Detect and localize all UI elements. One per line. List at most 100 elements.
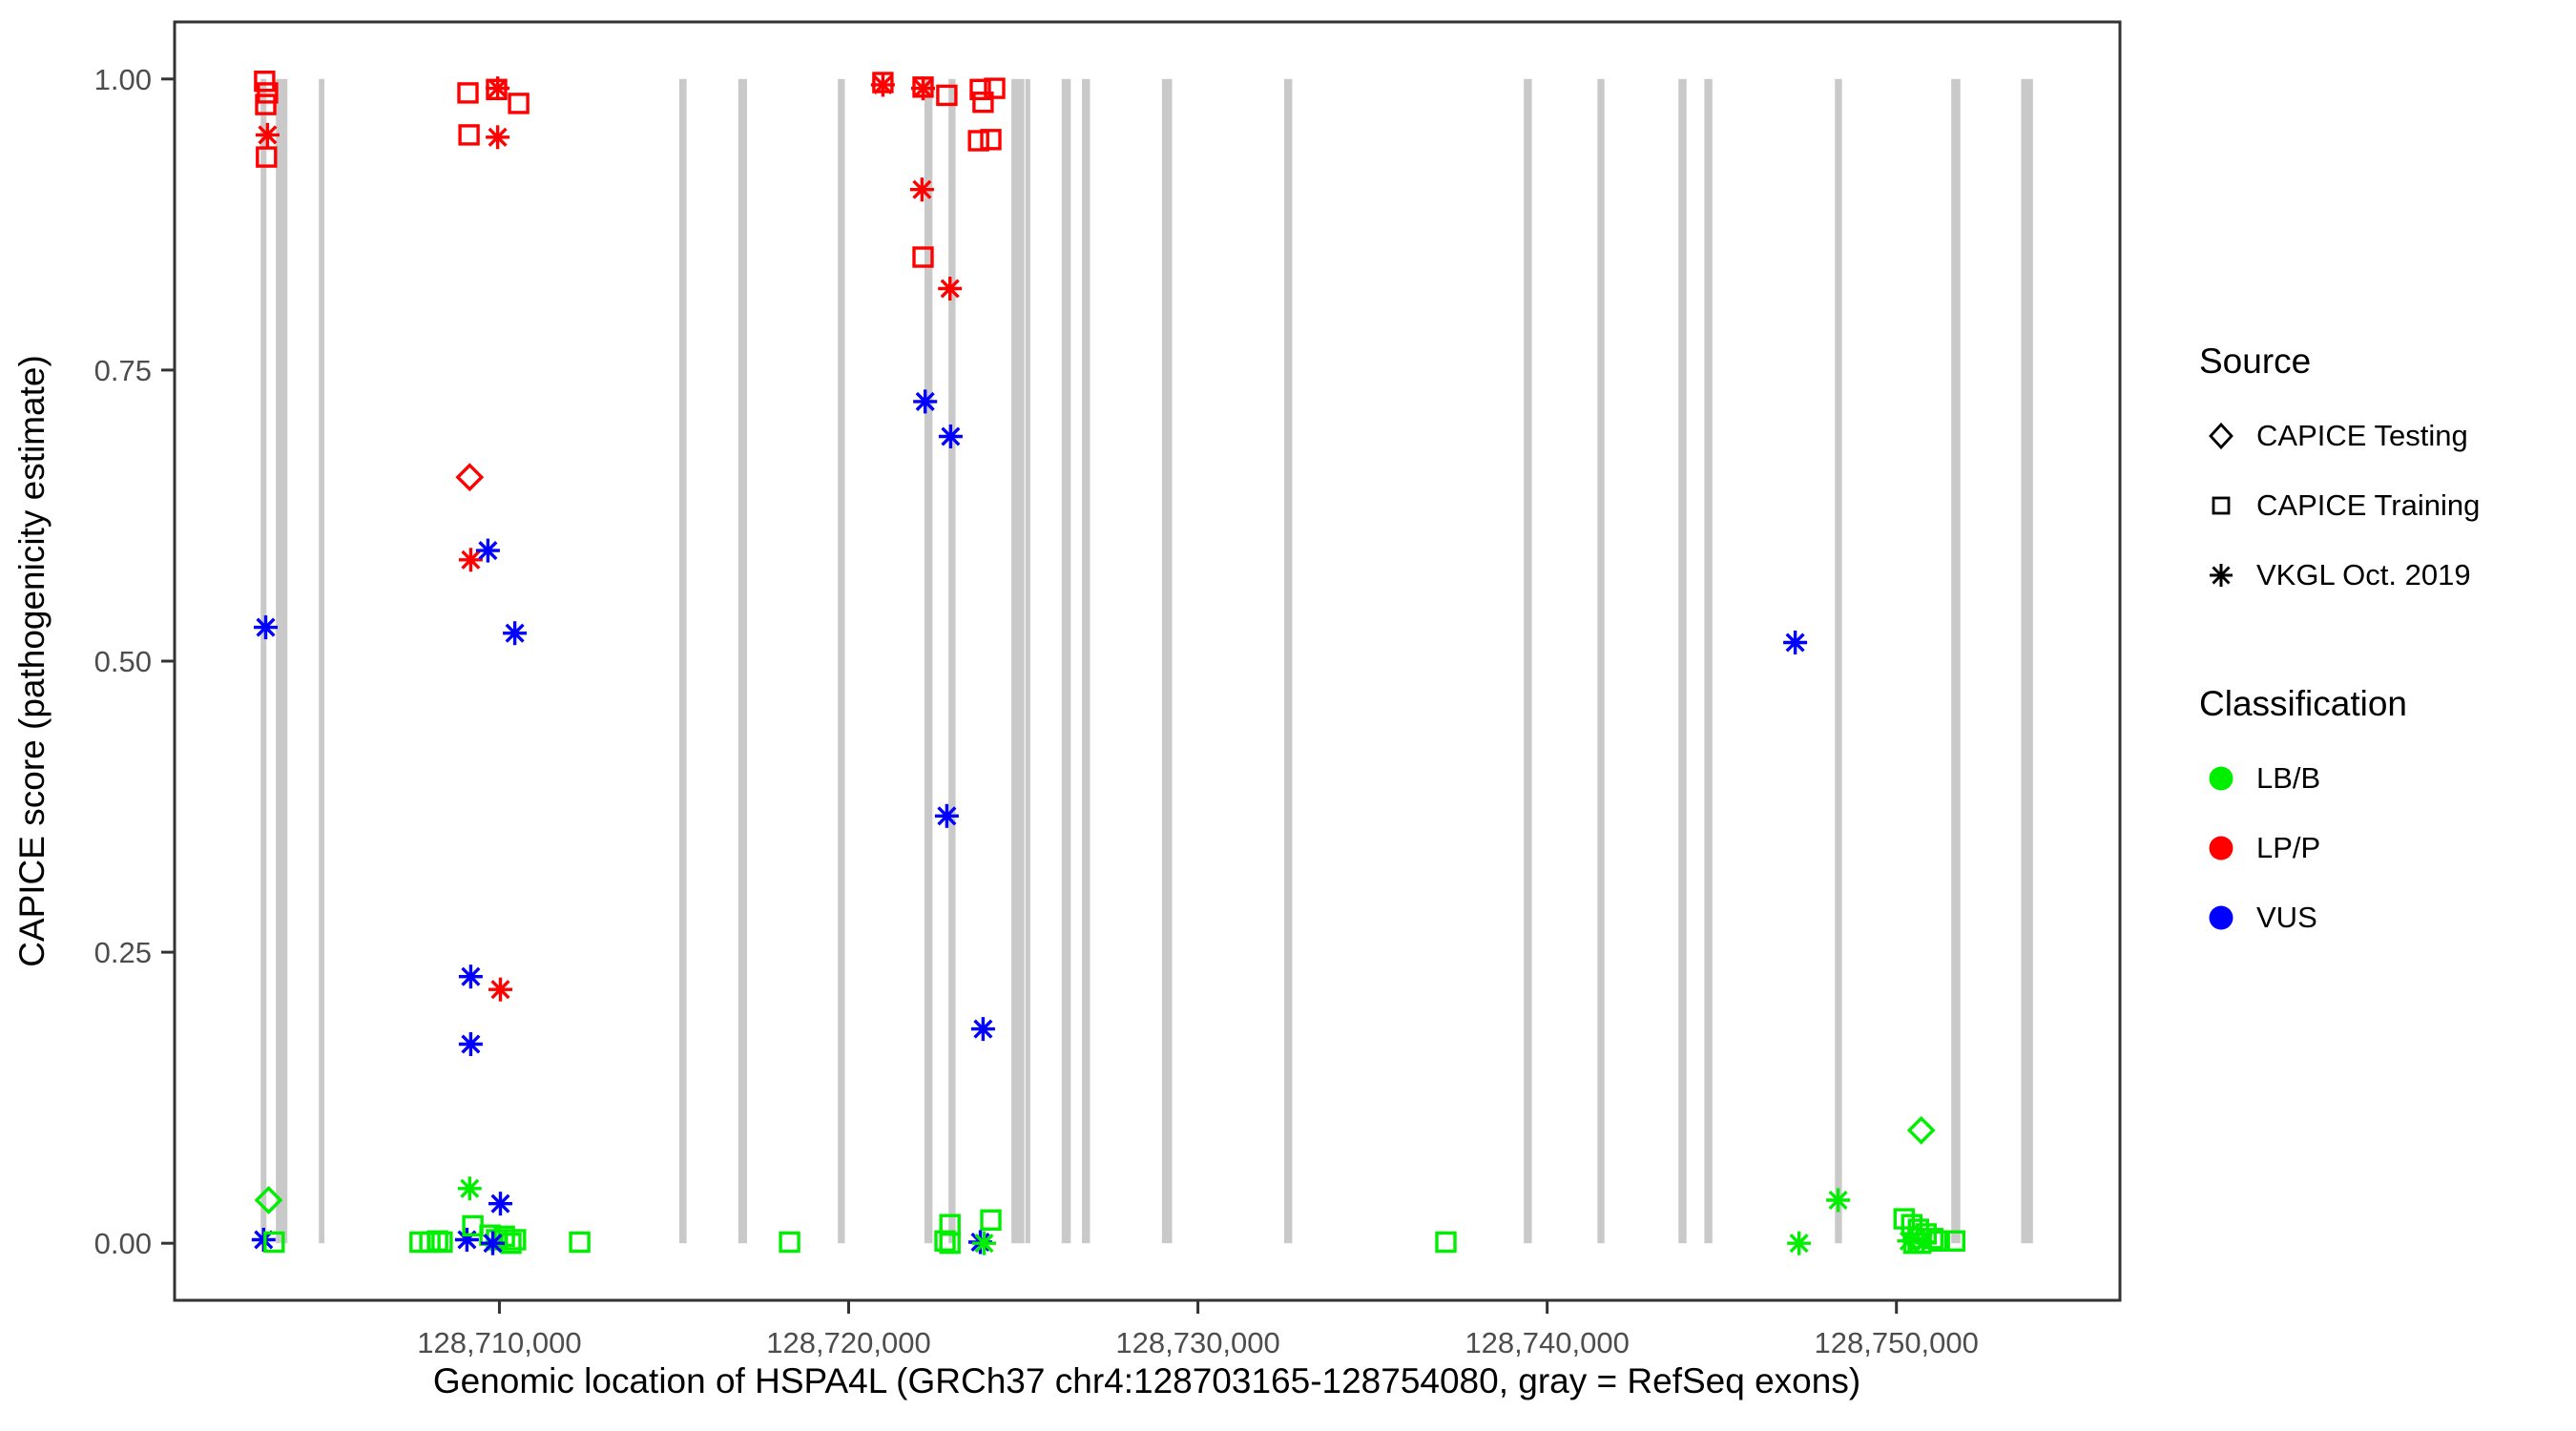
data-point-training <box>1943 1230 1966 1253</box>
x-axis-label: Genomic location of HSPA4L (GRCh37 chr4:… <box>433 1361 1860 1400</box>
asterisk-marker <box>915 391 935 411</box>
square-marker <box>972 91 994 114</box>
data-point-training <box>257 82 279 104</box>
exon-bar <box>1025 78 1030 1244</box>
legend-source-title: Source <box>2199 342 2312 381</box>
exon-bar <box>1678 78 1687 1244</box>
y-tick-label: 0.25 <box>94 936 152 969</box>
diamond-marker <box>455 463 485 492</box>
asterisk-marker <box>505 623 525 643</box>
asterisk-icon <box>2210 563 2233 587</box>
square-marker <box>257 82 279 104</box>
asterisk-marker <box>490 1193 510 1213</box>
data-point-testing <box>254 1186 283 1214</box>
data-point-vkgl <box>911 76 935 101</box>
exon-bar <box>924 78 933 1244</box>
legend-item-label: CAPICE Testing <box>2256 418 2468 452</box>
data-point-training <box>984 77 1006 99</box>
blue-dot-icon <box>2209 905 2233 929</box>
exon-bar <box>1835 78 1842 1244</box>
data-point-testing <box>1906 1115 1936 1145</box>
data-point-vkgl <box>475 538 500 563</box>
data-point-training <box>431 1231 453 1254</box>
diamond-marker <box>254 1186 283 1214</box>
exon-bar <box>1597 78 1605 1244</box>
data-point-training <box>936 84 958 107</box>
tick-marks <box>161 77 1899 1314</box>
asterisk-marker <box>1828 1190 1848 1211</box>
x-tick-label: 128,750,000 <box>1815 1326 1979 1359</box>
legend-item-label: VKGL Oct. 2019 <box>2256 557 2471 591</box>
exon-bar <box>1011 78 1025 1244</box>
square-marker <box>256 146 278 168</box>
square-marker <box>1435 1231 1457 1254</box>
exon-bar <box>737 78 747 1244</box>
data-point-vkgl <box>458 1032 483 1056</box>
legend-item-capice-training: CAPICE Training <box>2199 470 2562 540</box>
data-point-training <box>969 78 991 101</box>
asterisk-marker <box>483 1234 503 1254</box>
legend-item-lbb: LB/B <box>2199 743 2562 813</box>
x-tick-label: 128,740,000 <box>1465 1326 1629 1359</box>
data-point-training <box>912 246 934 268</box>
asterisk-marker <box>460 1178 480 1198</box>
exon-bar <box>948 78 956 1244</box>
x-tick-label: 128,720,000 <box>766 1326 930 1359</box>
tick-labels: 128,710,000 128,720,000 128,730,000 128,740… <box>94 63 1979 1359</box>
exon-bar <box>2021 78 2033 1244</box>
exon-bar <box>838 78 845 1244</box>
exon-bar <box>1082 78 1091 1244</box>
data-point-testing <box>455 463 485 492</box>
y-axis-label: CAPICE score (pathogenicity estimate) <box>12 355 52 967</box>
square-marker <box>493 1225 515 1248</box>
panel-border <box>173 20 2122 1302</box>
square-icon <box>2212 496 2231 514</box>
data-point-vkgl <box>458 548 483 572</box>
data-point-training <box>256 146 278 168</box>
x-tick-label: 128,730,000 <box>1115 1326 1279 1359</box>
exon-bar <box>1951 78 1961 1244</box>
green-dot-icon <box>2209 766 2233 790</box>
square-marker <box>457 82 479 104</box>
exon-bar <box>1061 78 1071 1244</box>
asterisk-marker <box>940 279 960 299</box>
square-marker <box>569 1231 591 1254</box>
square-marker <box>431 1231 453 1254</box>
square-marker <box>1943 1230 1966 1253</box>
data-point-vkgl <box>1783 631 1808 654</box>
data-point-training <box>934 1230 956 1253</box>
red-dot-icon <box>2209 836 2233 860</box>
exon-bar <box>1283 78 1293 1244</box>
asterisk-marker <box>488 127 508 147</box>
exon-bar <box>1704 78 1713 1244</box>
square-marker <box>967 130 989 152</box>
data-point-training <box>457 82 479 104</box>
y-tick-label: 0.00 <box>94 1227 152 1260</box>
data-point-vkgl <box>938 277 963 301</box>
data-point-vkgl <box>972 1231 996 1255</box>
asterisk-marker <box>258 125 278 145</box>
exon-bar <box>678 78 687 1244</box>
data-point-vkgl <box>486 125 510 150</box>
legend-item-label: VUS <box>2256 900 2317 934</box>
asterisk-marker <box>461 966 481 986</box>
data-point-vkgl <box>913 389 938 414</box>
data-point-vkgl <box>503 621 528 646</box>
asterisk-marker <box>1785 633 1805 653</box>
data-point-vkgl <box>488 977 512 1002</box>
asterisk-marker <box>1789 1234 1809 1254</box>
legend-item-label: LP/P <box>2256 830 2321 864</box>
data-point-training <box>967 130 989 152</box>
data-point-vkgl <box>254 615 278 640</box>
square-marker <box>969 78 991 101</box>
data-point-training <box>263 1231 285 1254</box>
legend-classification-title: Classification <box>2199 684 2407 723</box>
y-tick-label: 1.00 <box>94 63 152 96</box>
data-point-training <box>508 93 530 114</box>
data-point-vkgl <box>1787 1231 1812 1255</box>
data-points <box>251 70 1966 1255</box>
asterisk-marker <box>973 1019 993 1039</box>
asterisk-marker <box>461 550 481 570</box>
